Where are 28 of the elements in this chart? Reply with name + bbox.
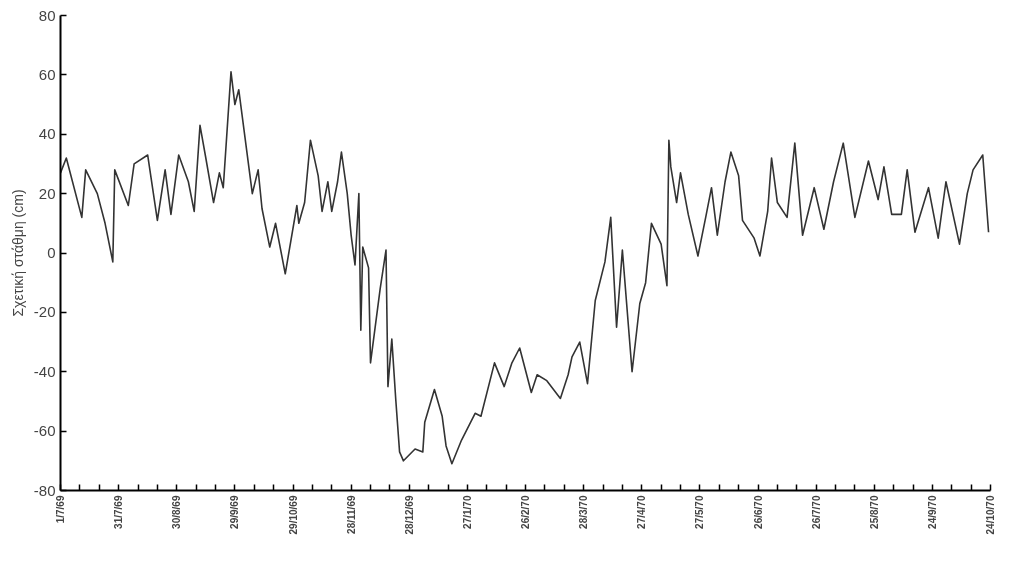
y-tick-label: 60: [38, 65, 56, 83]
x-tick-label: 24/10/70: [985, 495, 996, 535]
x-tick-label: 29/9/69: [229, 495, 241, 529]
y-tick-label: -80: [33, 481, 56, 499]
x-tick-label: 1/7/69: [55, 495, 66, 524]
x-tick-label: 24/9/70: [926, 495, 938, 529]
x-tick-label: 28/3/70: [578, 495, 590, 529]
x-tick-label: 26/7/70: [810, 495, 822, 529]
y-tick-label: -40: [33, 362, 56, 380]
x-tick-label: 28/12/69: [403, 495, 415, 535]
x-tick-label: 27/5/70: [694, 495, 706, 529]
y-axis-title: Σχετική στάθμη (cm): [9, 189, 26, 317]
y-tick-label: 80: [38, 6, 56, 24]
line-series: [60, 71, 990, 465]
x-tick-label: 31/7/69: [113, 495, 125, 529]
y-tick-label: 0: [47, 244, 56, 261]
x-tick-label: 26/2/70: [520, 495, 531, 529]
x-tick-label: 29/10/69: [287, 495, 299, 535]
y-tick-label: -60: [33, 422, 56, 440]
x-tick-label: 27/1/70: [461, 495, 473, 529]
x-tick-label: 26/6/70: [752, 495, 764, 529]
y-tick-label: -20: [33, 303, 56, 321]
x-tick-label: 28/11/69: [345, 495, 357, 534]
x-tick-label: 27/4/70: [636, 495, 648, 529]
x-tick-label: 25/8/70: [868, 495, 880, 529]
y-tick-label: 20: [38, 184, 56, 202]
y-tick-label: 40: [38, 125, 56, 143]
x-tick-label: 30/8/69: [171, 495, 183, 529]
